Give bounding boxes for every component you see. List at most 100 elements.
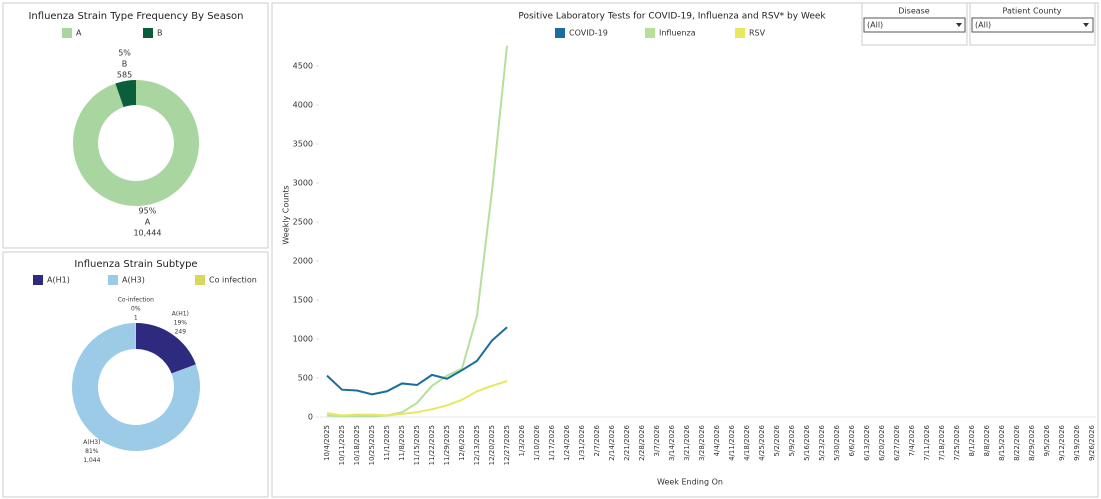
x-tick-label: 11/15/2025 <box>413 425 421 465</box>
x-tick-label: 11/1/2025 <box>383 425 391 461</box>
x-tick-label: 12/13/2025 <box>473 425 481 465</box>
x-tick-label: 3/7/2026 <box>653 424 661 456</box>
x-tick-label: 1/10/2026 <box>533 424 541 460</box>
legend-swatch <box>195 275 205 285</box>
x-tick-label: 7/4/2026 <box>908 424 916 456</box>
x-tick-label: 2/14/2026 <box>608 424 616 460</box>
x-tick-label: 1/17/2026 <box>548 424 556 460</box>
x-tick-label: 11/22/2025 <box>428 425 436 465</box>
legend-label: RSV <box>749 29 766 38</box>
x-tick-label: 7/18/2026 <box>938 424 946 460</box>
x-tick-label: 9/5/2026 <box>1043 424 1051 456</box>
x-tick-label: 12/27/2025 <box>503 425 511 465</box>
legend-label: A <box>76 29 82 38</box>
slice-label: 10,444 <box>133 229 161 238</box>
y-tick-label: 3000 <box>293 179 313 188</box>
x-tick-label: 9/26/2026 <box>1088 424 1096 460</box>
series-line <box>326 326 508 396</box>
dropdown[interactable] <box>863 17 966 33</box>
x-tick-label: 8/1/2026 <box>968 424 976 456</box>
legend-label: A(H3) <box>122 276 145 285</box>
x-tick-label: 4/4/2026 <box>713 424 721 456</box>
x-tick-label: 11/8/2025 <box>398 425 406 461</box>
chart-title: Influenza Strain Type Frequency By Seaso… <box>28 11 243 22</box>
y-tick-label: 2500 <box>293 218 313 227</box>
y-tick-label: 3500 <box>293 140 313 149</box>
y-tick-label: 4000 <box>293 101 313 110</box>
slice-label: 1 <box>134 315 138 322</box>
x-tick-label: 7/11/2026 <box>923 424 931 460</box>
donut-slice <box>136 323 196 374</box>
filter-label: Disease <box>898 7 930 16</box>
x-tick-label: 6/6/2026 <box>848 424 856 456</box>
x-tick-label: 5/23/2026 <box>818 424 826 460</box>
panel <box>271 2 1099 498</box>
slice-label: A <box>145 218 151 227</box>
y-tick-label: 1000 <box>293 335 313 344</box>
y-tick-label: 500 <box>298 374 313 383</box>
dropdown-arrow <box>956 23 962 27</box>
legend-label: COVID-19 <box>569 29 608 38</box>
x-tick-label: 6/20/2026 <box>878 424 886 460</box>
slice-label: 5% <box>118 48 131 57</box>
x-tick-label: 1/31/2026 <box>578 424 586 460</box>
legend-swatch <box>645 28 655 38</box>
donut-slice <box>72 80 200 206</box>
x-tick-label: 8/8/2026 <box>983 424 991 456</box>
x-tick-label: 12/20/2025 <box>488 425 496 465</box>
x-tick-label: 8/22/2026 <box>1013 424 1021 460</box>
y-tick-label: 4500 <box>293 62 313 71</box>
legend-label: B <box>157 29 163 38</box>
x-tick-label: 5/2/2026 <box>773 424 781 456</box>
dropdown-arrow <box>1083 23 1089 27</box>
x-tick-label: 9/12/2026 <box>1058 424 1066 460</box>
chart-title: Positive Laboratory Tests for COVID-19, … <box>518 12 826 22</box>
x-tick-label: 2/21/2026 <box>623 424 631 460</box>
filter-value: (All) <box>867 21 883 30</box>
x-axis-label: Week Ending On <box>657 478 723 487</box>
x-tick-label: 5/16/2026 <box>803 424 811 460</box>
x-tick-label: 10/11/2025 <box>338 425 346 465</box>
slice-label: B <box>122 59 128 68</box>
legend-swatch <box>108 275 118 285</box>
x-tick-label: 2/7/2026 <box>593 424 601 456</box>
x-tick-label: 4/18/2026 <box>743 424 751 460</box>
x-tick-label: 3/14/2026 <box>668 424 676 460</box>
x-tick-label: 8/15/2026 <box>998 424 1006 460</box>
x-tick-label: 10/18/2025 <box>353 425 361 465</box>
x-tick-label: 12/6/2025 <box>458 425 466 461</box>
x-tick-label: 7/25/2026 <box>953 424 961 460</box>
y-tick-label: 1500 <box>293 296 313 305</box>
slice-label: A(H1) <box>172 310 189 317</box>
x-tick-label: 3/28/2026 <box>698 424 706 460</box>
dropdown[interactable] <box>971 17 1094 33</box>
x-tick-label: 8/29/2026 <box>1028 424 1036 460</box>
donut-slice <box>115 80 136 108</box>
x-tick-label: 11/29/2025 <box>443 425 451 465</box>
slice-label: Co-infection <box>118 297 154 304</box>
slice-label: 1,044 <box>83 457 100 464</box>
slice-label: A(H3) <box>83 439 100 446</box>
x-tick-label: 4/25/2026 <box>758 424 766 460</box>
legend-swatch <box>143 28 153 38</box>
x-tick-label: 10/25/2025 <box>368 425 376 465</box>
y-tick-label: 0 <box>308 413 313 422</box>
x-tick-label: 6/13/2026 <box>863 424 871 460</box>
x-tick-label: 3/21/2026 <box>683 424 691 460</box>
legend-label: Influenza <box>659 29 696 38</box>
panel <box>2 2 269 249</box>
filter-value: (All) <box>975 21 991 30</box>
legend-swatch <box>735 28 745 38</box>
x-tick-label: 4/11/2026 <box>728 424 736 460</box>
chart-title: Influenza Strain Subtype <box>74 259 197 270</box>
slice-label: 19% <box>174 319 188 326</box>
x-tick-label: 6/27/2026 <box>893 424 901 460</box>
series-line <box>326 380 508 417</box>
x-tick-label: 10/4/2025 <box>323 425 331 461</box>
legend-label: Co infection <box>209 276 257 285</box>
legend-label: A(H1) <box>47 276 70 285</box>
legend-swatch <box>555 28 565 38</box>
y-tick-label: 2000 <box>293 257 313 266</box>
slice-label: 585 <box>117 70 132 79</box>
panel <box>2 251 269 498</box>
